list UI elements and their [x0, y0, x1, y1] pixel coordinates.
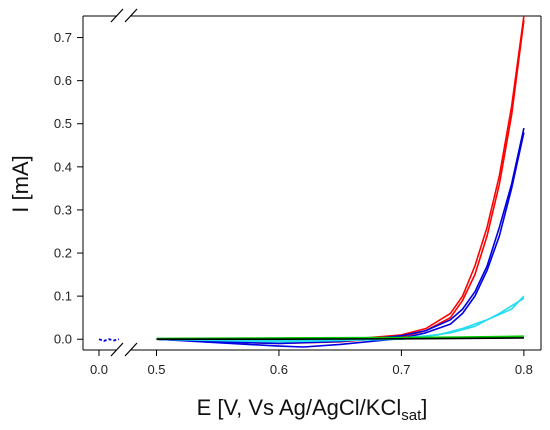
- x-tick-label: 0.5: [147, 362, 165, 377]
- y-tick-label: 0.0: [54, 332, 72, 347]
- y-axis-title: I [mA]: [8, 155, 33, 212]
- x-tick-label: 0.6: [270, 362, 288, 377]
- y-tick-label: 0.6: [54, 73, 72, 88]
- top-break-mark-1: [110, 8, 124, 23]
- plot-frame: [82, 15, 542, 351]
- y-tick-label: 0.1: [54, 289, 72, 304]
- series-line-2: [156, 132, 525, 348]
- y-tick-label: 0.5: [54, 116, 72, 131]
- top-break-mark-2: [124, 8, 138, 23]
- x-tick-label: 0.7: [392, 362, 410, 377]
- series-layer: [98, 15, 525, 348]
- y-axis: 0.0 0.1 0.2 0.3 0.4 0.5 0.6 0.7: [54, 30, 83, 347]
- x-tick-label: 0.0: [90, 362, 108, 377]
- series-line-1: [156, 15, 525, 343]
- x-tick-label: 0.8: [515, 362, 533, 377]
- y-tick-label: 0.2: [54, 246, 72, 261]
- x-axis: 0.0 0.5 0.6 0.7 0.8: [90, 350, 533, 377]
- x-axis-title: E [V, Vs Ag/AgCl/KClsat]: [197, 395, 428, 424]
- bottom-break-mark-2: [124, 342, 138, 357]
- series-line-1: [156, 20, 525, 345]
- series-line-3: [156, 295, 525, 342]
- bottom-break-mark-1: [110, 342, 124, 357]
- y-tick-label: 0.4: [54, 159, 72, 174]
- series-near-zero-2: [98, 338, 120, 342]
- series-line-2: [156, 127, 525, 345]
- series-line-4: [156, 335, 524, 340]
- y-tick-label: 0.7: [54, 30, 72, 45]
- axis-break-marks: [110, 8, 138, 357]
- series-line-3: [156, 297, 525, 343]
- series-line-5: [156, 337, 524, 340]
- y-tick-label: 0.3: [54, 202, 72, 217]
